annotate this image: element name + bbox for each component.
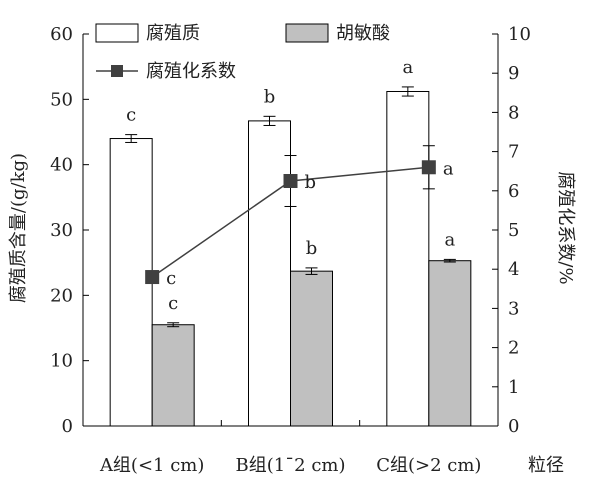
- bar-humus-0: [109, 138, 153, 427]
- line-point-1: [283, 174, 298, 188]
- x-category-label-1: B组(1¯2 cm): [235, 455, 345, 476]
- y-left-tick-label-0: 0: [62, 416, 73, 437]
- line-series-layer: [145, 145, 436, 285]
- y-left-tick-label-2: 20: [50, 285, 73, 306]
- bar-sig-label-1-2: a: [444, 229, 455, 250]
- chart-legend: 腐殖质 胡敏酸 腐殖化系数: [95, 22, 390, 82]
- bar-humic-acid-2: [428, 260, 472, 427]
- bars-layer: [109, 90, 472, 427]
- legend-marker-humification: [111, 65, 123, 77]
- legend-swatch-humus: [95, 23, 139, 43]
- y-right-tick-label-1: 1: [508, 377, 519, 398]
- bar-humic-acid-1: [290, 270, 333, 427]
- y-left-tick-label-5: 50: [50, 89, 73, 110]
- y-right-tick-label-9: 9: [508, 63, 519, 84]
- y-left-tick-label-3: 30: [50, 220, 73, 241]
- y-right-tick-label-3: 3: [508, 298, 519, 319]
- y-left-tick-label-6: 60: [50, 24, 73, 45]
- bar-sig-label-0-0: c: [126, 105, 136, 126]
- x-category-label-2: C组(>2 cm): [376, 455, 481, 476]
- x-category-label-0: A组(<1 cm): [99, 455, 204, 476]
- significance-labels-layer: c b a c b a c b a: [126, 57, 455, 314]
- legend-label-humus: 腐殖质: [146, 22, 200, 44]
- legend-label-humic-acid: 胡敏酸: [336, 23, 390, 44]
- bar-humic-acid-0: [151, 324, 195, 427]
- bar-sig-label-1-1: b: [306, 238, 318, 259]
- y-right-tick-label-7: 7: [508, 142, 519, 163]
- legend-label-humification: 腐殖化系数: [146, 60, 236, 82]
- line-point-0: [145, 270, 160, 285]
- line-point-2: [421, 160, 436, 175]
- bar-sig-label-0-2: a: [402, 57, 413, 78]
- y-right-tick-label-5: 5: [508, 220, 519, 241]
- y-left-axis-title: 腐殖质含量/(g/kg): [7, 153, 29, 303]
- axes-layer: 0 10 20 30 40 50 60 0 1 2 3 4 5 6 7 8 9 10 A组(<1 cm) B组(1¯2…: [50, 24, 531, 476]
- bar-humus-2: [386, 90, 430, 427]
- line-sig-label-1: b: [305, 172, 317, 193]
- bar-sig-label-0-1: b: [264, 86, 276, 107]
- y-right-tick-label-2: 2: [508, 338, 519, 359]
- y-right-tick-label-4: 4: [508, 259, 519, 280]
- y-right-tick-label-0: 0: [508, 416, 519, 437]
- error-bars-layer: [125, 86, 456, 328]
- bar-humus-1: [248, 120, 291, 427]
- y-left-tick-label-1: 10: [50, 351, 73, 372]
- y-right-tick-label-8: 8: [508, 102, 519, 123]
- line-sig-label-0: c: [166, 268, 176, 289]
- y-left-tick-label-4: 40: [50, 155, 73, 176]
- y-right-tick-label-10: 10: [508, 24, 531, 45]
- y-right-tick-label-6: 6: [508, 181, 519, 202]
- bar-sig-label-1-0: c: [168, 293, 178, 314]
- line-sig-label-2: a: [443, 158, 454, 179]
- y-right-axis-title: 腐殖化系数/%: [555, 171, 577, 284]
- x-axis-title: 粒径: [528, 455, 564, 476]
- legend-swatch-humic-acid: [285, 23, 329, 43]
